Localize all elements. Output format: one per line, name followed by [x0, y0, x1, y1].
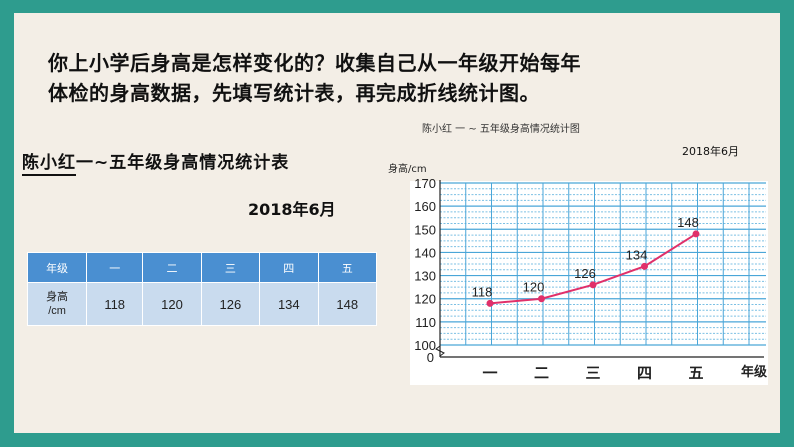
data-label: 120 — [523, 280, 545, 295]
y-axis-label: 身高/cm — [388, 162, 427, 175]
table-row-header-height: 身高 /cm — [26, 282, 88, 326]
table-title-name: 陈小红 — [22, 153, 76, 176]
chart-caption: 陈小红 一 ~ 五年级身高情况统计图 — [422, 124, 580, 135]
table-grade-cell: 一 — [86, 252, 144, 283]
table-height-cell: 148 — [317, 282, 378, 326]
data-point — [692, 230, 700, 238]
question-prompt: 你上小学后身高是怎样变化的？收集自己从一年级开始每年 体检的身高数据，先填写统计… — [48, 48, 748, 108]
table-height-cell: 120 — [142, 282, 202, 326]
table-height-cell: 126 — [200, 282, 261, 326]
data-label: 148 — [677, 215, 699, 230]
table-grade-cell: 二 — [142, 252, 202, 283]
data-point — [589, 281, 597, 289]
y-axis-break — [435, 345, 445, 357]
plot-background — [410, 181, 768, 385]
y-zero-label: 0 — [427, 350, 434, 365]
y-tick-label: 170 — [414, 176, 436, 191]
y-tick-label: 120 — [414, 292, 436, 307]
prompt-line-2: 体检的身高数据，先填写统计表，再完成折线统计图。 — [48, 81, 540, 105]
x-tick-label: 三 — [585, 364, 600, 382]
y-tick-label: 100 — [414, 338, 436, 353]
x-tick-label: 四 — [637, 364, 652, 382]
table-height-cell: 118 — [86, 282, 144, 326]
table-grade-cell: 五 — [317, 252, 378, 283]
y-tick-label: 160 — [414, 199, 436, 214]
x-tick-label: 五 — [688, 364, 703, 382]
table-row-header-height-text: 身高 /cm — [46, 291, 69, 317]
y-tick-label: 150 — [414, 222, 436, 237]
height-stats-table: 年级 一 二 三 四 五 身高 /cm 118 120 126 134 148 — [26, 252, 378, 326]
y-tick-label: 140 — [414, 245, 436, 260]
table-title-rest: 一~五年级身高情况统计表 — [76, 153, 290, 173]
table-date: 2018年6月 — [248, 200, 336, 219]
data-label: 126 — [574, 266, 596, 281]
y-tick-label: 130 — [414, 269, 436, 284]
data-point — [538, 295, 545, 303]
data-point — [641, 262, 648, 270]
table-height-cell: 134 — [259, 282, 319, 326]
table-height-row: 身高 /cm 118 120 126 134 148 — [26, 282, 378, 326]
chart-date: 2018年6月 — [682, 145, 739, 158]
x-tick-label: 二 — [534, 364, 549, 382]
data-point — [486, 299, 494, 307]
data-label: 118 — [472, 284, 493, 299]
table-grade-cell: 四 — [259, 252, 319, 283]
data-label: 134 — [626, 247, 648, 262]
table-header-row: 年级 一 二 三 四 五 — [26, 252, 378, 283]
table-title: 陈小红一~五年级身高情况统计表 — [22, 148, 290, 176]
prompt-line-1: 你上小学后身高是怎样变化的？收集自己从一年级开始每年 — [48, 51, 581, 75]
y-tick-label: 110 — [415, 315, 436, 330]
x-tick-label: 一 — [482, 364, 497, 382]
x-axis-label: 年级 — [741, 364, 768, 380]
table-grade-cell: 三 — [200, 252, 261, 283]
